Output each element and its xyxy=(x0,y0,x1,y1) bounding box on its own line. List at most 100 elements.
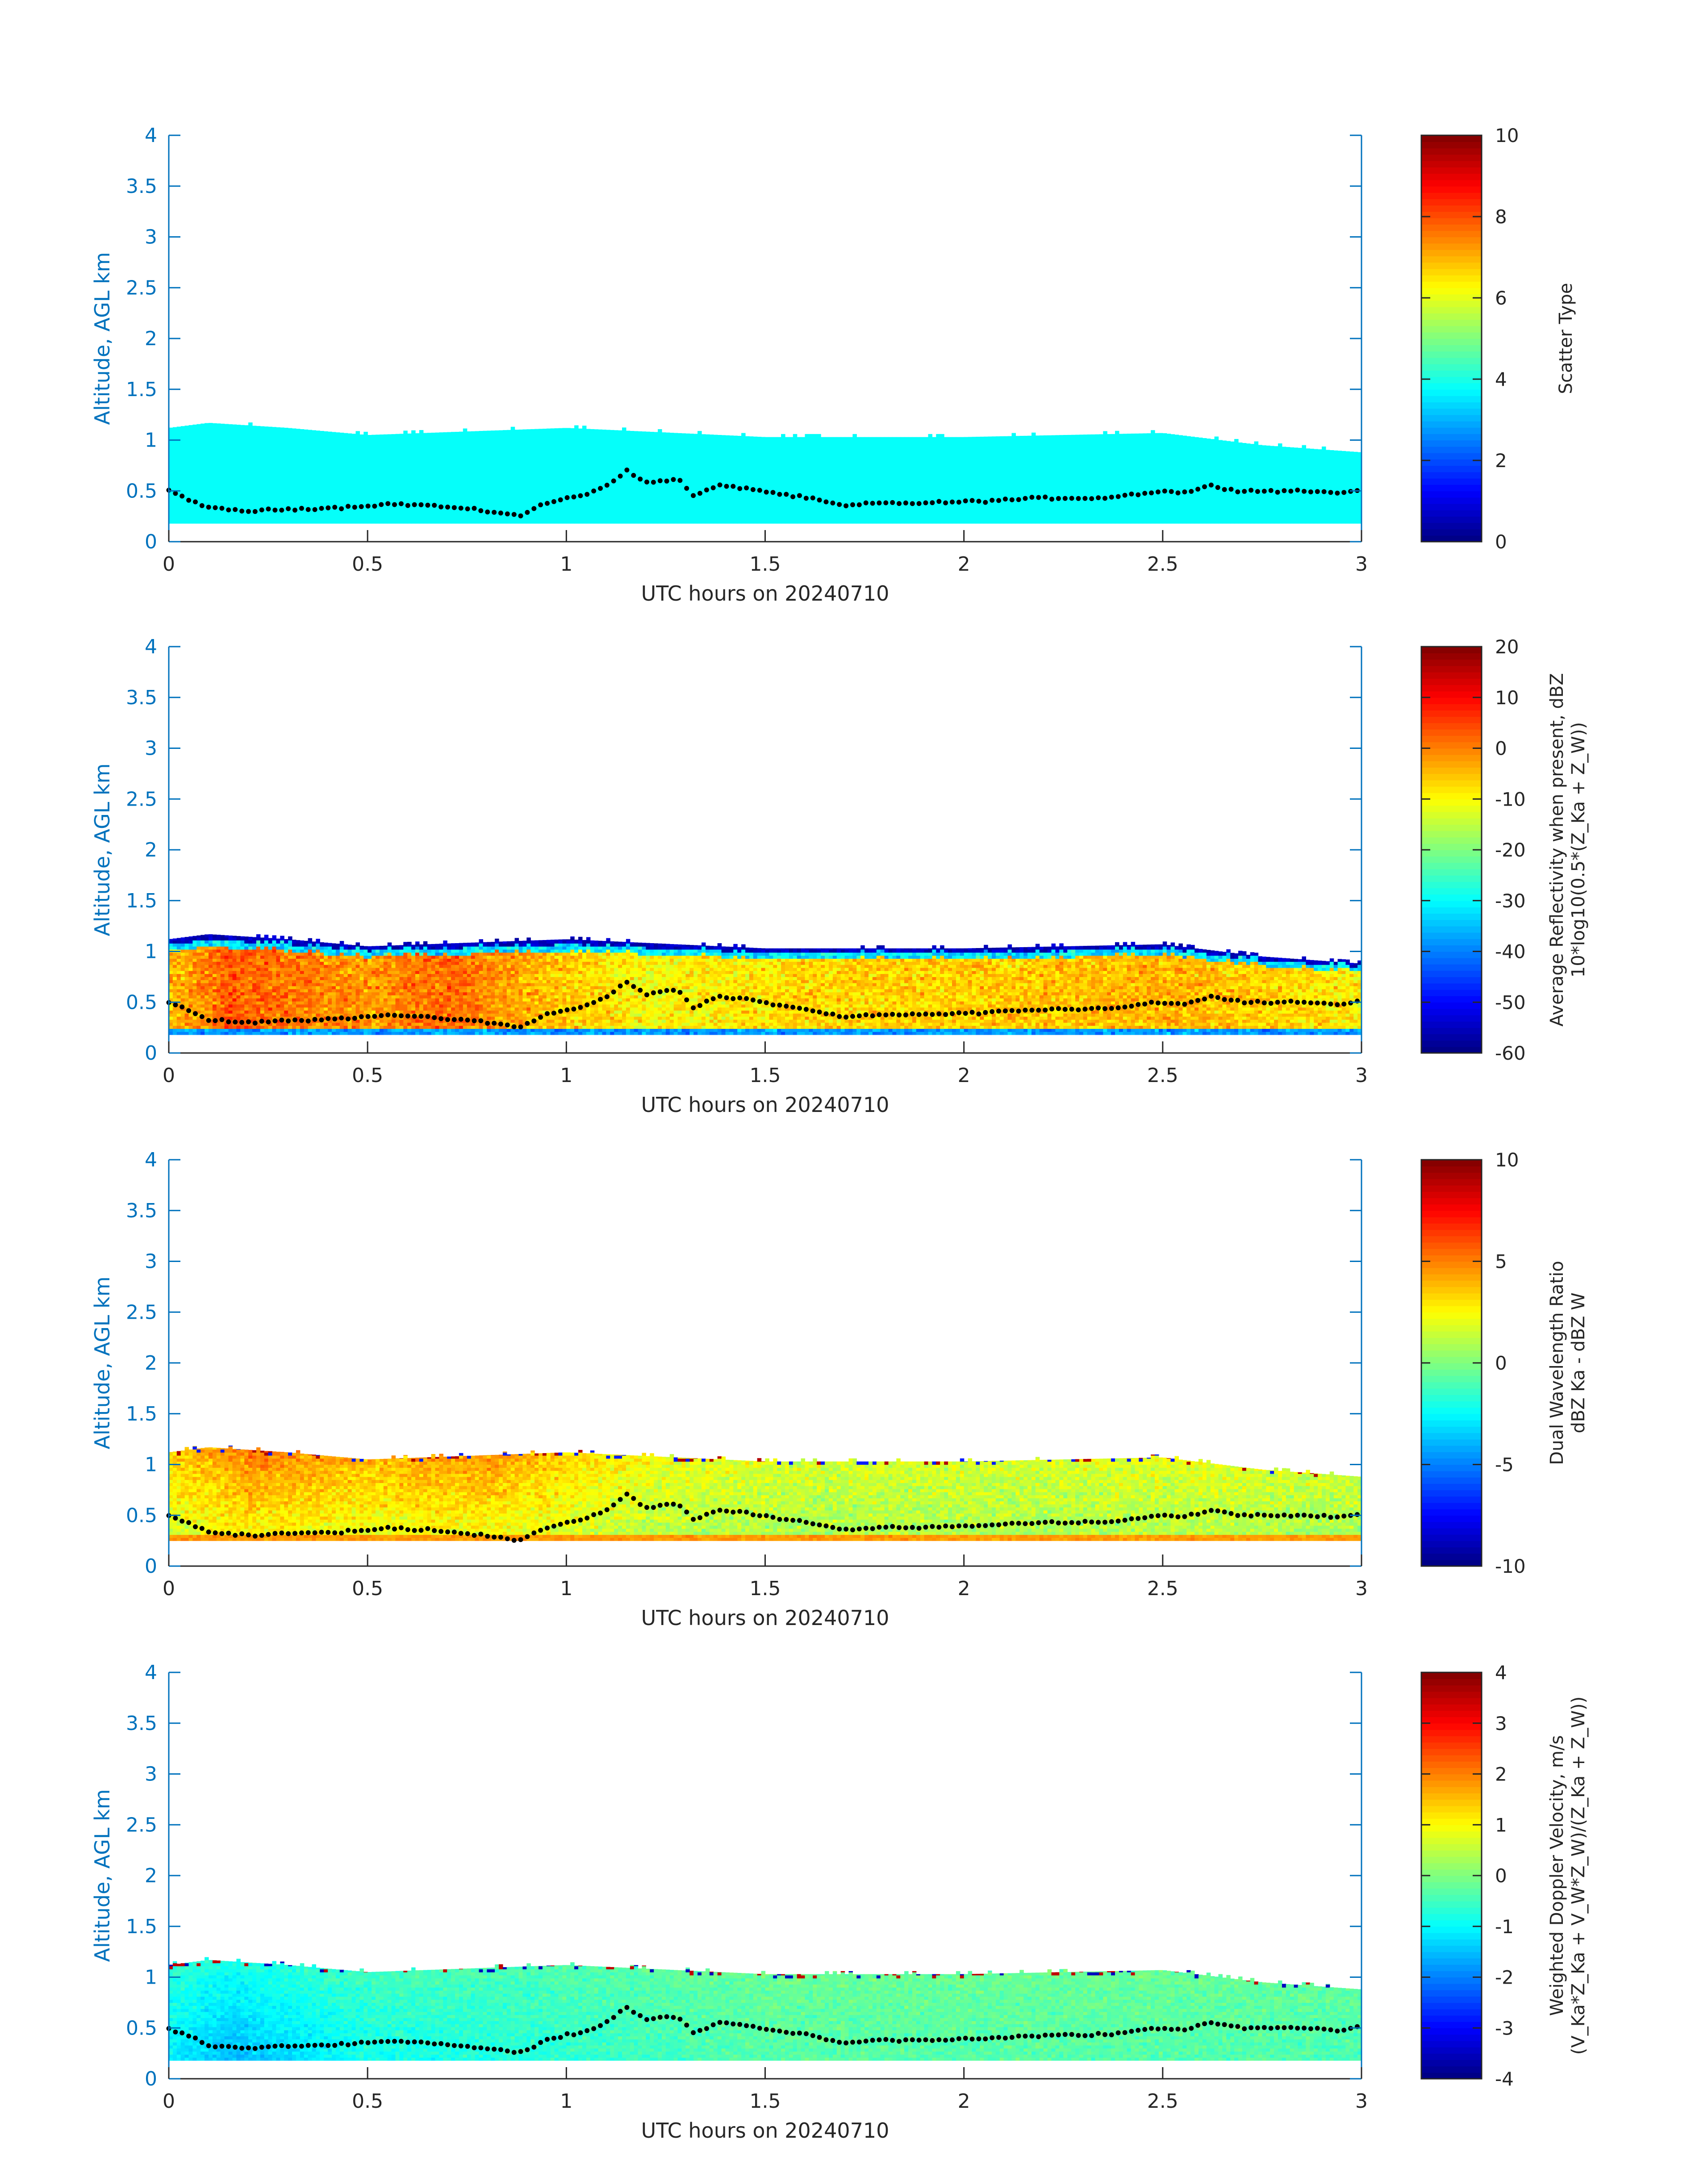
heatmap-cell xyxy=(172,453,177,457)
heatmap-cell xyxy=(288,477,292,481)
heatmap-cell xyxy=(669,438,674,442)
heatmap-cell xyxy=(673,493,678,497)
heatmap-cell xyxy=(673,499,678,502)
heatmap-cell xyxy=(614,462,618,466)
heatmap-cell xyxy=(184,432,189,435)
heatmap-cell xyxy=(463,465,468,469)
heatmap-cell xyxy=(248,422,253,423)
heatmap-cell xyxy=(606,435,610,439)
heatmap-cell xyxy=(328,438,332,442)
heatmap-cell xyxy=(320,438,324,442)
heatmap-cell xyxy=(264,432,269,435)
heatmap-cell xyxy=(650,465,654,469)
heatmap-cell xyxy=(367,468,372,472)
heatmap-cell xyxy=(205,508,209,512)
heatmap-cell xyxy=(467,432,472,435)
heatmap-cell xyxy=(320,474,324,478)
heatmap-cell xyxy=(332,435,336,439)
heatmap-cell xyxy=(439,472,443,475)
heatmap-cell xyxy=(487,474,491,478)
heatmap-cell xyxy=(662,438,666,442)
heatmap-cell xyxy=(268,450,273,454)
heatmap-cell xyxy=(180,505,185,509)
heatmap-cell xyxy=(347,453,352,457)
heatmap-cell xyxy=(415,450,420,454)
heatmap-cell xyxy=(669,433,674,435)
heatmap-cell xyxy=(300,459,305,463)
heatmap-cell xyxy=(479,432,483,435)
heatmap-cell xyxy=(642,468,646,472)
heatmap-cell xyxy=(709,438,714,442)
heatmap-cell xyxy=(562,444,567,447)
heatmap-cell xyxy=(618,459,622,463)
heatmap-cell xyxy=(347,456,352,460)
heatmap-cell xyxy=(773,465,777,469)
heatmap-cell xyxy=(535,456,539,460)
heatmap-cell xyxy=(232,435,237,439)
heatmap-cell xyxy=(355,438,360,442)
heatmap-cell xyxy=(347,435,352,439)
heatmap-cell xyxy=(522,481,527,484)
heatmap-cell xyxy=(713,435,718,439)
heatmap-cell xyxy=(228,477,233,481)
heatmap-cell xyxy=(506,493,511,497)
heatmap-cell xyxy=(172,435,177,439)
heatmap-cell xyxy=(324,481,328,484)
heatmap-cell xyxy=(634,432,639,435)
heatmap-cell xyxy=(205,438,209,442)
heatmap-cell xyxy=(582,474,587,478)
heatmap-cell xyxy=(793,487,798,490)
heatmap-cell xyxy=(308,484,313,487)
heatmap-cell xyxy=(244,474,249,478)
heatmap-cell xyxy=(574,462,579,466)
heatmap-cell xyxy=(224,459,229,463)
heatmap-cell xyxy=(268,468,273,472)
heatmap-cell xyxy=(594,474,599,478)
heatmap-cell xyxy=(471,431,476,432)
heatmap-cell xyxy=(542,450,547,454)
heatmap-cell xyxy=(741,508,746,512)
heatmap-cell xyxy=(539,481,543,484)
heatmap-cell xyxy=(300,502,305,506)
heatmap-cell xyxy=(618,484,622,487)
heatmap-cell xyxy=(403,456,408,460)
heatmap-cell xyxy=(196,490,201,493)
heatmap-cell xyxy=(550,444,555,447)
heatmap-cell xyxy=(622,502,626,506)
heatmap-cell xyxy=(530,514,535,518)
heatmap-cell xyxy=(455,508,459,512)
heatmap-cell xyxy=(212,481,217,484)
heatmap-cell xyxy=(495,511,499,515)
heatmap-cell xyxy=(709,493,714,497)
heatmap-cell xyxy=(483,441,487,445)
heatmap-cell xyxy=(236,477,241,481)
heatmap-cell xyxy=(236,520,241,524)
heatmap-cell xyxy=(642,508,646,512)
heatmap-cell xyxy=(805,481,809,484)
heatmap-cell xyxy=(654,499,658,502)
heatmap-cell xyxy=(725,499,730,502)
heatmap-cell xyxy=(379,456,384,460)
heatmap-cell xyxy=(614,472,618,475)
heatmap-cell xyxy=(765,505,769,509)
heatmap-cell xyxy=(308,459,313,463)
heatmap-cell xyxy=(205,517,209,521)
heatmap-cell xyxy=(415,441,420,445)
heatmap-cell xyxy=(685,441,690,445)
heatmap-cell xyxy=(546,432,551,435)
heatmap-cell xyxy=(642,431,646,432)
heatmap-cell xyxy=(328,456,332,460)
heatmap-cell xyxy=(582,456,587,460)
heatmap-cell xyxy=(590,472,595,475)
heatmap-cell xyxy=(733,477,738,481)
heatmap-cell xyxy=(753,468,758,472)
heatmap-cell xyxy=(308,499,313,502)
heatmap-cell xyxy=(312,517,316,521)
heatmap-cell xyxy=(602,441,606,445)
heatmap-cell xyxy=(427,453,432,457)
heatmap-cell xyxy=(320,477,324,481)
heatmap-cell xyxy=(598,450,603,454)
heatmap-cell xyxy=(765,450,769,454)
heatmap-cell xyxy=(260,456,265,460)
heatmap-cell xyxy=(431,517,436,521)
